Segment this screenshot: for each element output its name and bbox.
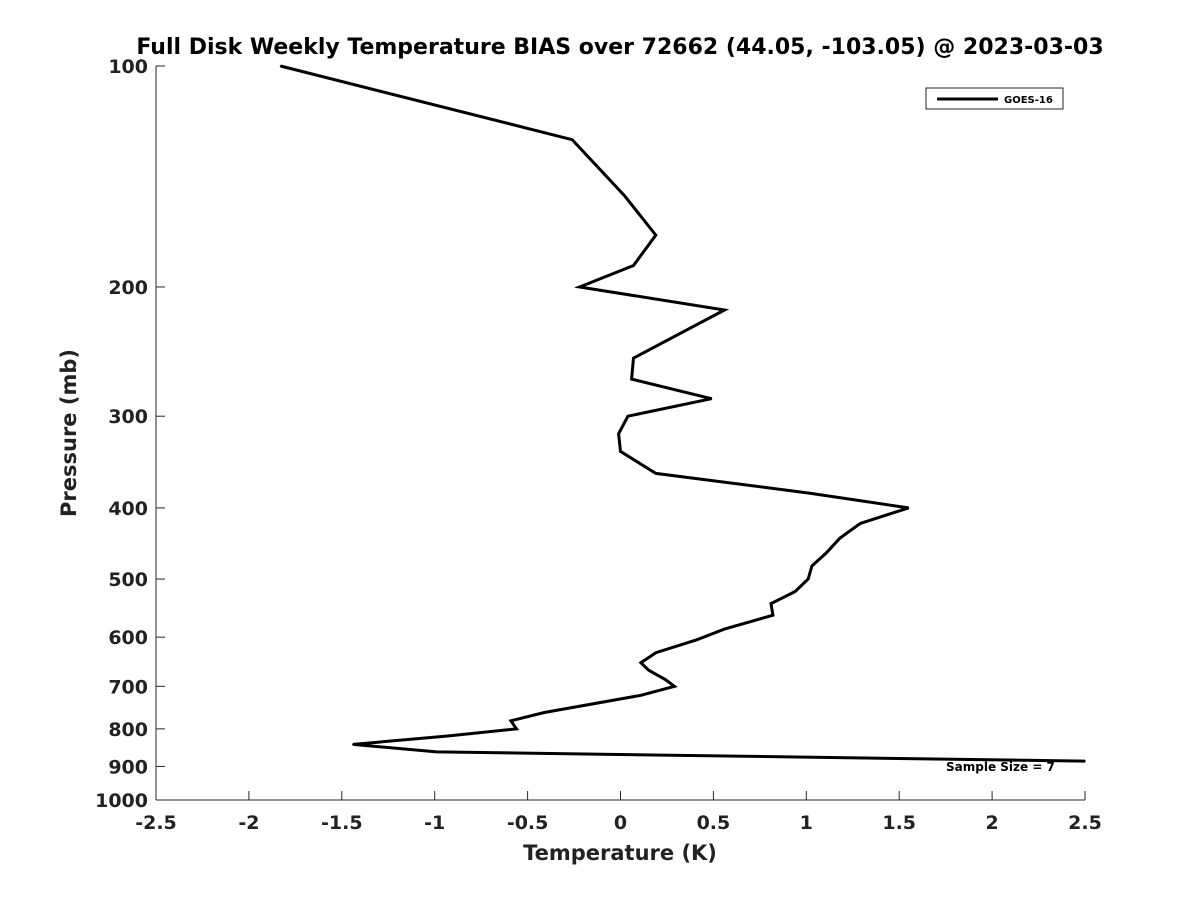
y-tick-label: 300: [108, 406, 148, 428]
y-axis-ticks: 100 200 300 400 500 600 700 800 900 1000: [95, 56, 165, 812]
legend: GOES-16: [925, 87, 1064, 110]
x-tick-label: 0: [614, 812, 627, 834]
data-point: [627, 415, 629, 418]
data-point: [695, 639, 698, 641]
data-point: [647, 669, 650, 671]
data-point: [794, 590, 796, 593]
x-tick-label: 2: [985, 812, 998, 834]
y-tick-label: 600: [108, 627, 148, 649]
data-point: [632, 357, 635, 359]
data-point: [279, 65, 282, 67]
data-point: [809, 492, 811, 495]
data-point: [825, 551, 828, 554]
data-point: [655, 472, 657, 475]
x-axis-ticks: -2.5 -2 -1.5 -1 -0.5 0 0.5 1 1.5 2 2.5: [135, 791, 1102, 834]
data-point: [623, 194, 625, 197]
y-tick-label: 200: [108, 277, 148, 299]
data-point: [515, 728, 518, 730]
data-point: [619, 450, 622, 453]
x-tick-label: -2: [238, 812, 259, 834]
data-point: [352, 743, 354, 746]
x-tick-label: 2.5: [1068, 812, 1102, 834]
y-tick-label: 800: [108, 719, 148, 741]
data-point: [655, 234, 657, 236]
data-point: [772, 614, 774, 616]
data-point: [543, 711, 546, 714]
data-point: [510, 720, 512, 722]
data-point: [655, 651, 657, 654]
data-point: [770, 602, 772, 605]
series-layer: [279, 64, 1086, 763]
y-tick-label: 1000: [95, 790, 148, 812]
x-tick-label: -1.5: [321, 812, 363, 834]
y-tick-label: 400: [108, 498, 148, 520]
data-point: [838, 537, 841, 540]
y-tick-label: 700: [108, 676, 148, 698]
data-point: [435, 751, 438, 753]
data-point: [664, 678, 666, 681]
data-point: [617, 433, 620, 435]
data-point: [907, 507, 910, 509]
legend-label: GOES-16: [1004, 95, 1053, 106]
data-point: [578, 286, 581, 288]
x-tick-label: -2.5: [135, 812, 177, 834]
data-point: [632, 264, 635, 267]
data-point: [640, 661, 642, 664]
x-tick-label: -1: [424, 812, 445, 834]
data-point: [673, 685, 676, 688]
x-axis-label: Temperature (K): [523, 841, 717, 865]
data-point: [640, 694, 642, 697]
y-tick-label: 900: [108, 756, 148, 778]
x-tick-label: 1: [800, 812, 813, 834]
x-tick-label: -0.5: [507, 812, 549, 834]
x-tick-label: 0.5: [697, 812, 731, 834]
x-tick-label: 1.5: [882, 812, 916, 834]
data-point: [630, 378, 633, 380]
y-axis-label: Pressure (mb): [57, 349, 81, 517]
y-tick-label: 500: [108, 569, 148, 591]
data-point: [807, 578, 809, 580]
data-point: [723, 309, 726, 311]
data-point: [811, 565, 813, 567]
chart-title: Full Disk Weekly Temperature BIAS over 7…: [136, 35, 1103, 60]
data-point: [710, 397, 713, 400]
data-point: [723, 628, 726, 630]
sample-size-annotation: Sample Size = 7: [946, 760, 1055, 774]
data-point: [571, 138, 573, 141]
data-point: [1084, 760, 1086, 762]
data-point: [446, 735, 449, 737]
y-tick-label: 100: [108, 56, 148, 78]
data-point: [859, 522, 861, 525]
